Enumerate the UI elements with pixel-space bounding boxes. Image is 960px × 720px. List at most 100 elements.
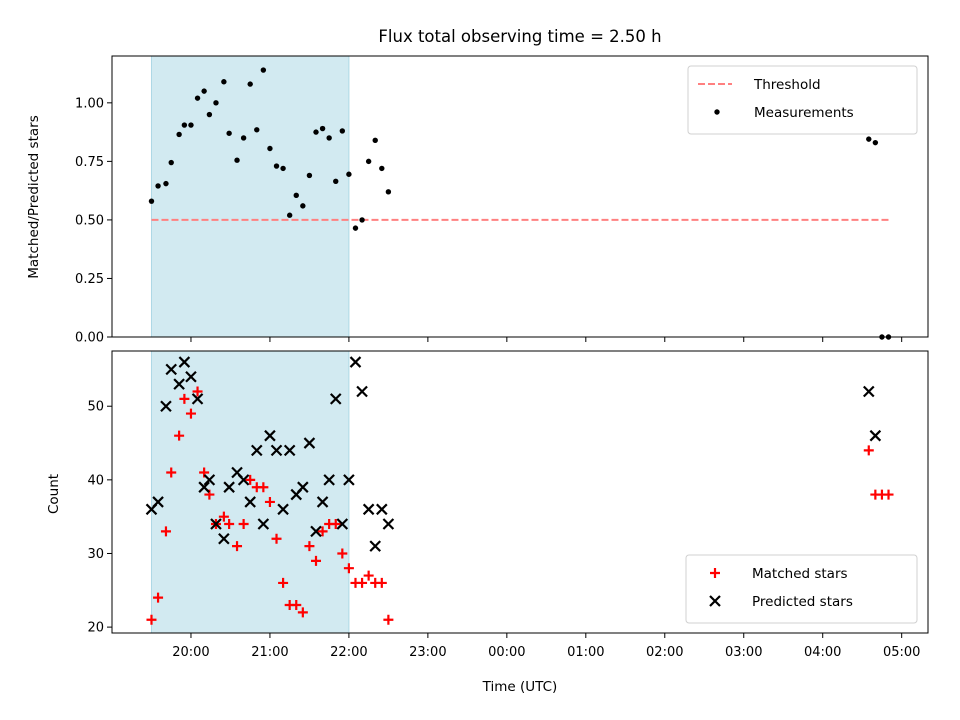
measurement-point xyxy=(181,122,188,128)
x-tick-label: 20:00 xyxy=(172,645,209,660)
predicted-star-point xyxy=(376,503,388,516)
matched-star-point xyxy=(179,393,190,404)
axes-frame xyxy=(111,55,929,338)
matched-star-point xyxy=(311,555,321,566)
predicted-star-point xyxy=(329,393,342,405)
matched-star-point xyxy=(166,467,177,478)
predicted-star-point xyxy=(336,518,349,530)
measurement-point xyxy=(168,159,174,166)
predicted-star-point xyxy=(362,503,375,516)
matched-star-point xyxy=(383,614,394,625)
matched-star-point xyxy=(304,541,315,552)
predicted-star-point xyxy=(323,474,335,486)
measurement-point xyxy=(379,165,385,172)
x-tick-label: 21:00 xyxy=(251,645,288,660)
measurement-point xyxy=(254,127,260,133)
matched-star-point xyxy=(330,519,341,530)
measurement-point xyxy=(333,178,339,184)
matched-star-point xyxy=(278,577,289,588)
x-tick-label: 04:00 xyxy=(804,645,841,660)
predicted-star-point xyxy=(349,356,362,368)
measurement-point xyxy=(313,129,319,135)
measurement-point xyxy=(866,136,872,142)
predicted-star-point xyxy=(173,378,185,390)
matched-star-point xyxy=(153,592,164,603)
matched-star-point xyxy=(185,408,196,419)
y-tick-label: 30 xyxy=(87,547,104,562)
matched-star-point xyxy=(146,614,157,625)
predicted-star-point xyxy=(283,444,296,457)
measurement-point xyxy=(188,122,194,128)
matched-star-point xyxy=(376,577,387,588)
matched-star-point xyxy=(317,526,328,537)
legend-label: Measurements xyxy=(754,105,854,121)
legend-box xyxy=(687,65,918,135)
legend-predicted-swatch xyxy=(709,595,721,607)
x-tick-label: 03:00 xyxy=(725,645,762,660)
y-tick-label: 40 xyxy=(87,473,104,488)
predicted-star-point xyxy=(277,503,289,516)
measurement-point xyxy=(293,192,299,199)
predicted-star-point xyxy=(297,481,309,493)
measurement-point xyxy=(201,88,207,94)
ratio-panel: Matched/Predicted stars 0.00 0.25 0.50 0.75… xyxy=(26,55,929,346)
matched-star-point xyxy=(343,563,354,574)
measurement-point xyxy=(234,157,240,163)
matched-star-point xyxy=(160,526,171,537)
predicted-star-point xyxy=(250,444,263,457)
predicted-star-point xyxy=(152,496,164,508)
legend-label: Predicted stars xyxy=(752,594,853,610)
legend-label: Threshold xyxy=(753,77,821,93)
measurement-point xyxy=(326,135,332,141)
measurement-point xyxy=(163,180,169,187)
y-tick-label: 0.00 xyxy=(75,331,104,346)
measurement-point xyxy=(319,125,326,132)
predicted-star-point xyxy=(210,518,222,530)
measurement-point xyxy=(176,131,182,138)
matched-star-point xyxy=(271,533,282,544)
bottom-y-axis-label: Count xyxy=(46,474,62,514)
measurement-point xyxy=(267,145,273,152)
predicted-star-point xyxy=(237,474,250,486)
predicted-star-point xyxy=(203,474,216,486)
matched-star-point xyxy=(258,482,269,493)
measurement-point xyxy=(372,137,378,143)
legend-box xyxy=(685,554,918,624)
predicted-star-point xyxy=(198,481,210,493)
matched-star-point xyxy=(174,430,185,441)
measurement-point xyxy=(359,217,365,223)
matched-star-point xyxy=(218,511,229,522)
matched-star-point xyxy=(291,600,302,611)
predicted-star-point xyxy=(165,363,178,376)
measurement-point xyxy=(226,130,232,136)
measurement-point xyxy=(385,189,392,195)
top-y-axis-label: Matched/Predicted stars xyxy=(26,115,42,278)
matched-star-point xyxy=(863,445,874,456)
predicted-star-point xyxy=(257,518,270,530)
measurement-point xyxy=(148,198,155,204)
measurement-point xyxy=(206,111,213,118)
predicted-star-point xyxy=(869,429,882,442)
legend-matched-swatch xyxy=(710,568,720,578)
measurement-point xyxy=(365,158,372,165)
x-tick-label: 01:00 xyxy=(567,645,604,660)
measurement-point xyxy=(306,172,313,179)
predicted-star-point xyxy=(382,518,395,530)
predicted-star-point xyxy=(223,481,235,493)
x-tick-label: 00:00 xyxy=(488,645,525,660)
observing-span-shade xyxy=(150,350,350,634)
matched-star-point xyxy=(245,474,256,485)
matched-star-point xyxy=(883,489,894,500)
measurement-point xyxy=(221,79,227,85)
measurement-point xyxy=(194,95,201,101)
x-tick-label: 22:00 xyxy=(330,645,367,660)
x-tick-label: 02:00 xyxy=(646,645,683,660)
x-axis-label: Time (UTC) xyxy=(482,679,558,695)
measurement-point xyxy=(213,100,219,106)
predicted-star-point xyxy=(191,393,204,405)
legend-measurement-swatch xyxy=(714,109,720,115)
measurement-point xyxy=(286,212,293,218)
measurement-point xyxy=(339,128,346,134)
predicted-star-point xyxy=(310,525,322,538)
y-tick-label: 20 xyxy=(87,621,104,636)
